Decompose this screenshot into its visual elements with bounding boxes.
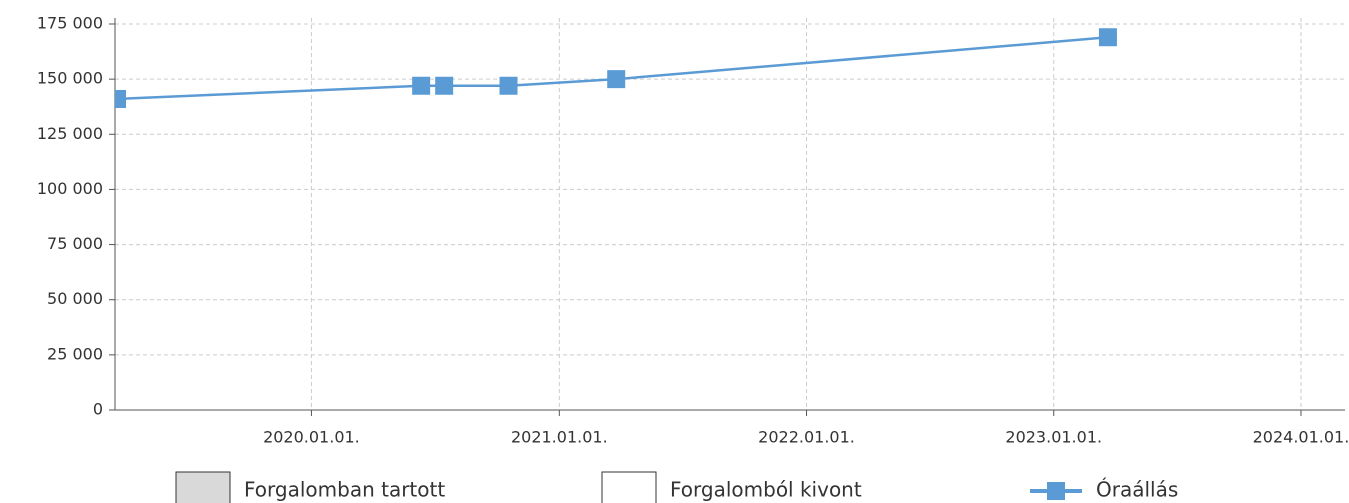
marker bbox=[412, 76, 431, 95]
x-tick-label: 2023.01.01. bbox=[1005, 428, 1102, 447]
y-tick-label: 175 000 bbox=[37, 14, 103, 33]
legend-marker bbox=[1047, 482, 1065, 500]
legend-swatch bbox=[601, 471, 657, 503]
marker bbox=[435, 76, 454, 95]
y-tick-label: 50 000 bbox=[47, 289, 103, 308]
legend-swatch bbox=[175, 471, 231, 503]
x-tick-label: 2020.01.01. bbox=[263, 428, 360, 447]
y-tick-label: 125 000 bbox=[37, 124, 103, 143]
legend-label: Forgalomból kivont bbox=[670, 478, 862, 502]
y-tick-label: 150 000 bbox=[37, 69, 103, 88]
y-tick-label: 25 000 bbox=[47, 344, 103, 363]
marker bbox=[607, 70, 626, 89]
legend-label: Óraállás bbox=[1096, 478, 1178, 502]
y-tick-label: 75 000 bbox=[47, 234, 103, 253]
y-tick-label: 100 000 bbox=[37, 179, 103, 198]
marker bbox=[499, 76, 518, 95]
x-tick-label: 2022.01.01. bbox=[758, 428, 855, 447]
legend-label: Forgalomban tartott bbox=[244, 478, 445, 502]
marker bbox=[115, 89, 127, 108]
y-tick-label: 0 bbox=[93, 400, 103, 419]
x-tick-label: 2021.01.01. bbox=[511, 428, 608, 447]
line bbox=[116, 35, 1109, 101]
marker bbox=[1098, 28, 1117, 47]
x-tick-label: 2024.01.01. bbox=[1253, 428, 1349, 447]
